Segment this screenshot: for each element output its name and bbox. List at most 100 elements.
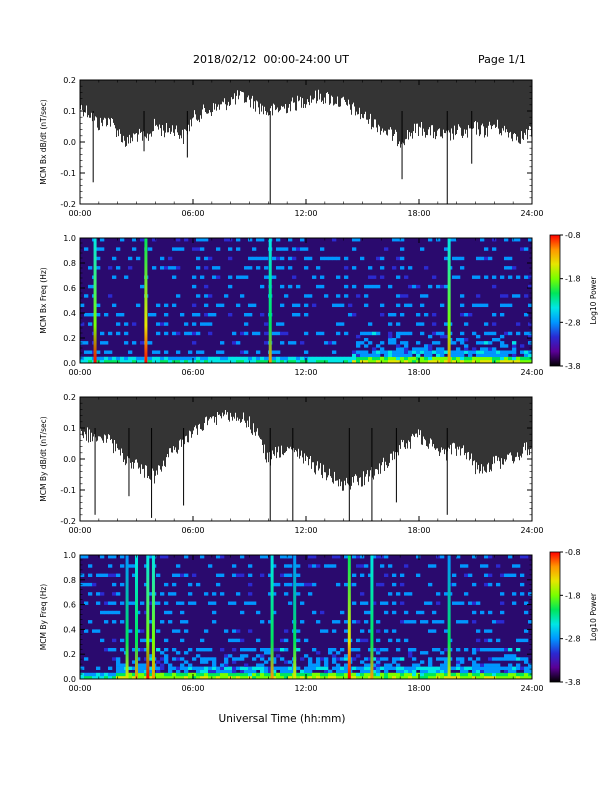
spectro-cell <box>112 610 117 615</box>
spectro-cell <box>460 303 465 308</box>
spectro-cell <box>316 359 321 364</box>
spectro-cell <box>400 601 405 605</box>
spectro-cell <box>228 666 233 670</box>
spectro-cell <box>200 275 205 279</box>
spectro-cell <box>444 592 449 596</box>
spectro-cell <box>176 573 181 577</box>
spectro-cell <box>184 573 189 577</box>
spectro-cell <box>504 675 509 680</box>
spectro-cell <box>416 322 421 326</box>
spectro-cell <box>344 657 349 661</box>
spectro-cell <box>244 648 249 652</box>
spectro-cell <box>396 238 401 242</box>
spectro-cell <box>328 564 333 568</box>
spectro-cell <box>120 313 125 317</box>
spectro-cell <box>288 573 293 577</box>
spectro-cell <box>88 359 93 364</box>
spectro-cell <box>244 350 249 354</box>
spectro-cell <box>432 648 437 652</box>
spectro-cell <box>476 256 481 261</box>
spectro-cell <box>488 672 493 677</box>
spectro-cell <box>208 313 213 317</box>
spectro-cell <box>288 555 293 559</box>
spectro-cell <box>312 648 317 652</box>
spectro-cell <box>476 657 481 661</box>
spectro-cell <box>512 666 517 670</box>
spectro-cell <box>480 256 485 261</box>
spectro-cell <box>264 359 269 364</box>
spectro-cell <box>500 344 505 348</box>
spectro-cell <box>340 303 345 308</box>
spectro-cell <box>284 666 289 670</box>
spectro-cell <box>196 238 201 242</box>
spectro-cell <box>520 350 525 354</box>
spectro-cell <box>428 347 433 351</box>
spectro-cell <box>260 256 265 261</box>
spectro-cell <box>184 359 189 364</box>
spectro-cell <box>204 629 209 633</box>
spectro-cell <box>492 313 497 317</box>
spectro-cell <box>216 672 221 677</box>
spectro-cell <box>192 303 197 308</box>
spectro-cell <box>484 247 489 251</box>
spectro-event <box>270 555 274 679</box>
spectro-cell <box>460 313 465 317</box>
spectro-cell <box>136 663 141 667</box>
spectro-cell <box>332 356 337 361</box>
spectro-cell <box>520 247 525 251</box>
spectro-cell <box>192 675 197 680</box>
spectro-cell <box>200 350 205 354</box>
spectro-cell <box>120 663 125 667</box>
spectro-cell <box>480 350 485 354</box>
spectro-cell <box>428 564 433 568</box>
spectro-cell <box>192 666 197 670</box>
spectro-cell <box>396 675 401 680</box>
spectro-cell <box>456 620 461 624</box>
spectro-cell <box>116 663 121 667</box>
spectro-cell <box>520 657 525 661</box>
spectro-cell <box>456 256 461 261</box>
spectro-cell <box>484 582 489 587</box>
spectro-cell <box>528 238 533 242</box>
spectro-cell <box>400 313 405 317</box>
spectro-cell <box>216 303 221 308</box>
spectro-cell <box>304 331 309 336</box>
spectro-cell <box>396 256 401 261</box>
spectro-cell <box>352 247 357 251</box>
spectro-cell <box>520 672 525 677</box>
spectro-cell <box>364 350 369 354</box>
spectro-cell <box>184 356 189 361</box>
spectro-cell <box>388 666 393 670</box>
spectro-cell <box>120 564 125 568</box>
spectro-cell <box>492 669 497 674</box>
spectro-cell <box>404 564 409 568</box>
colorbar-label: Log10 Power <box>589 592 598 641</box>
spectro-cell <box>272 256 277 261</box>
spectro-cell <box>284 564 289 568</box>
spectro-cell <box>200 359 205 364</box>
spectro-cell <box>104 359 109 364</box>
spectro-cell <box>196 669 201 674</box>
spectro-cell <box>524 359 529 364</box>
spectro-cell <box>352 266 357 270</box>
spectro-cell <box>148 247 153 251</box>
spectro-cell <box>280 256 285 261</box>
spectro-cell <box>260 675 265 680</box>
spectro-cell <box>328 672 333 677</box>
spectro-cell <box>400 347 405 351</box>
spectro-cell <box>336 666 341 670</box>
spectro-cell <box>352 666 357 670</box>
spectro-cell <box>244 654 249 658</box>
spectro-cell <box>164 660 169 664</box>
spectro-cell <box>420 651 425 655</box>
colorbar-tick-label: -3.8 <box>565 362 581 371</box>
spectro-cell <box>308 294 313 298</box>
spectro-cell <box>104 675 109 680</box>
spectro-cell <box>164 610 169 615</box>
spectro-cell <box>400 247 405 251</box>
spectro-cell <box>140 284 145 289</box>
y-tick-label: 0.4 <box>63 625 76 634</box>
spectro-cell <box>500 341 505 345</box>
y-tick-label: 1.0 <box>63 551 76 560</box>
spectro-cell <box>116 672 121 677</box>
